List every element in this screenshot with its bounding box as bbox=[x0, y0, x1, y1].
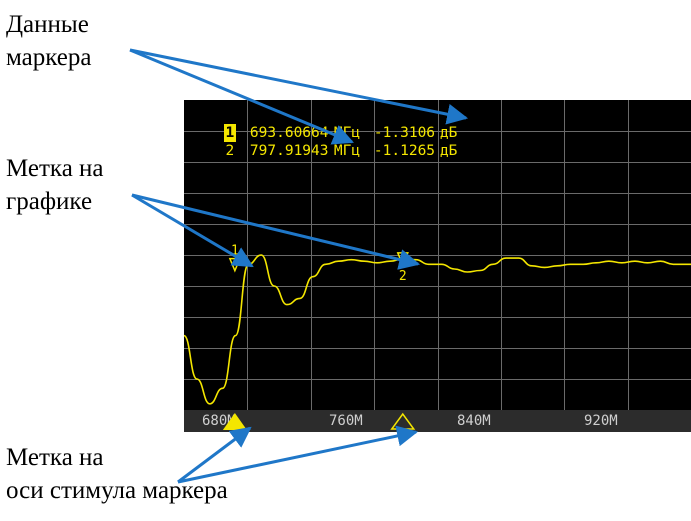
marker-value-unit-1: дБ bbox=[439, 125, 458, 141]
graph-marker-1-icon[interactable] bbox=[228, 257, 241, 273]
graph-markers: 12 bbox=[228, 244, 409, 284]
axis-tick-920: 920M bbox=[584, 413, 618, 429]
callout-marker-data: Данные маркера bbox=[6, 8, 91, 74]
axis-marker-layer bbox=[222, 412, 416, 430]
marker-value-unit-2: дБ bbox=[439, 143, 458, 159]
marker-freq-unit-2: МГц bbox=[333, 143, 361, 159]
callout-graph-mark-line2: графике bbox=[6, 188, 93, 215]
axis-tick-840: 840M bbox=[457, 413, 491, 429]
stimulus-axis: 680M 760M 840M 920M bbox=[184, 410, 691, 432]
callout-graph-mark-line1: Метка на bbox=[6, 155, 104, 182]
axis-marker-1-icon[interactable] bbox=[222, 413, 247, 430]
marker-index-2[interactable]: 2 bbox=[225, 143, 235, 159]
marker-row-2: 2 797.91943 МГц -1.1265 дБ bbox=[184, 124, 691, 159]
callout-marker-data-line1: Данные bbox=[6, 11, 89, 38]
callout-axis-mark-line2: оси стимула маркера bbox=[6, 477, 228, 504]
callout-axis-mark: Метка на оси стимула маркера bbox=[6, 441, 228, 507]
callout-graph-mark: Метка на графике bbox=[6, 152, 104, 218]
marker-row-1: 1 693.60664 МГц -1.3106 дБ bbox=[184, 106, 691, 142]
marker-value-1: -1.3106 bbox=[373, 125, 436, 141]
marker-value-2: -1.1265 bbox=[373, 143, 436, 159]
callout-axis-mark-line1: Метка на bbox=[6, 444, 104, 471]
graph-marker-label-1: 1 bbox=[231, 244, 239, 259]
axis-tick-760: 760M bbox=[329, 413, 363, 429]
callout-marker-data-line2: маркера bbox=[6, 44, 92, 71]
axis-marker-2-icon[interactable] bbox=[390, 412, 416, 430]
marker-freq-2: 797.91943 bbox=[249, 143, 329, 159]
graph-marker-label-2: 2 bbox=[399, 269, 407, 284]
trace-line bbox=[184, 254, 691, 405]
